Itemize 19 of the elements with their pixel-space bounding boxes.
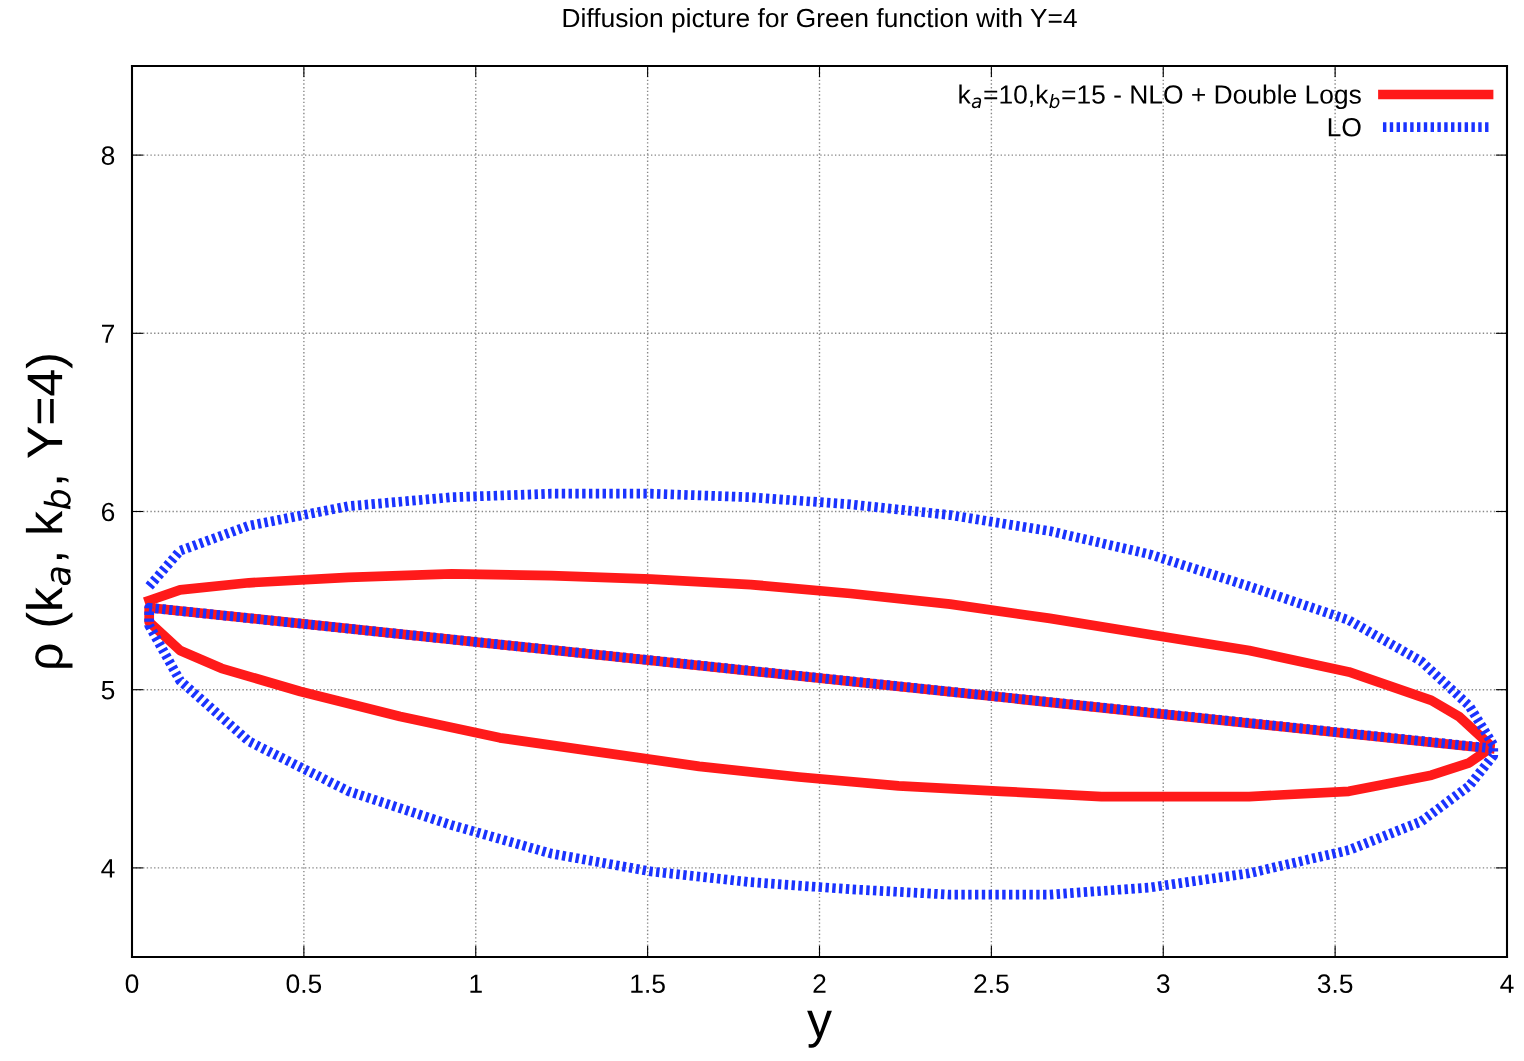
chart-title: Diffusion picture for Green function with Y=4 [563,7,1077,33]
y-tick-label: 6 [102,502,115,522]
y-tick-label: 8 [101,146,115,165]
x-tick-label: 0.5 [286,974,322,994]
y-axis-title: ρ (k$_{a}$, k$_{b}$, Y=4) [25,355,73,668]
x-tick-label: 3.5 [1317,974,1353,994]
x-axis-title: y [807,1010,832,1048]
x-tick-label: 1 [470,974,482,993]
x-tick-label: 0 [125,974,139,994]
x-tick-label: 3 [1156,974,1170,994]
y-tick-label: 5 [101,681,115,700]
x-tick-label: 4 [1500,974,1514,993]
legend-label: k$_{a}$=10,k$_{b}$=15 - NLO + Double Logs [959,84,1361,110]
legend-label: LO [1328,117,1361,137]
y-tick-label: 7 [102,324,115,343]
x-tick-label: 1.5 [631,974,665,994]
y-tick-label: 4 [101,859,115,878]
x-tick-label: 2 [813,974,826,993]
x-tick-label: 2.5 [974,974,1009,994]
